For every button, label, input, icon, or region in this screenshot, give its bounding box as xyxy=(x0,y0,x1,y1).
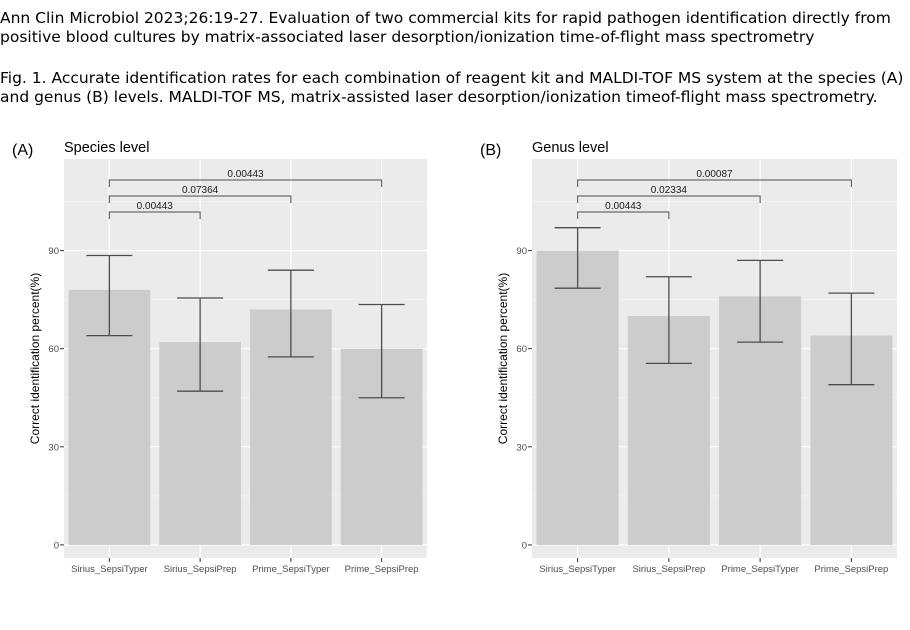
bracket-line xyxy=(108,179,383,187)
y-tick-label: 60 xyxy=(516,344,527,355)
significance-bracket xyxy=(108,211,201,219)
bracket-line xyxy=(108,211,201,219)
significance-bracket xyxy=(577,211,670,219)
y-tick-label: 0 xyxy=(54,540,59,551)
p-value-label: 0.00443 xyxy=(227,169,264,180)
figure-caption: Fig. 1. Accurate identification rates fo… xyxy=(0,69,904,106)
y-axis-label: Correct identification percent(%) xyxy=(496,273,510,444)
x-tick-label: Prime_SepsiTyper xyxy=(252,564,330,575)
error-bar xyxy=(645,276,692,365)
significance-bracket xyxy=(108,179,383,187)
error-bar xyxy=(358,303,405,399)
y-tick-label: 0 xyxy=(522,540,527,551)
x-tick-label: Prime_SepsiPrep xyxy=(345,564,419,575)
bar xyxy=(536,250,619,545)
error-bar xyxy=(86,254,133,337)
panel-title: Species level xyxy=(64,140,149,156)
error-bar xyxy=(554,227,601,289)
x-tick-label: Sirius_SepsiTyper xyxy=(71,564,148,575)
p-value-label: 0.07364 xyxy=(182,185,219,196)
source-citation: Ann Clin Microbiol 2023;26:19-27. Evalua… xyxy=(0,9,891,46)
panel-title: Genus level xyxy=(532,140,609,156)
x-tick-label: Sirius_SepsiPrep xyxy=(632,564,705,575)
p-value-label: 0.00443 xyxy=(605,201,642,212)
p-value-label: 0.02334 xyxy=(651,185,688,196)
error-bar xyxy=(267,269,314,358)
y-tick-label: 30 xyxy=(516,442,527,453)
error-bar xyxy=(737,259,784,343)
y-tick-label: 60 xyxy=(48,344,59,355)
y-axis-label: Correct identification percent(%) xyxy=(28,273,42,444)
y-tick-label: 90 xyxy=(48,246,59,257)
y-tick-label: 30 xyxy=(48,442,59,453)
bracket-line xyxy=(577,179,852,187)
chart-panel-2: (B) Genus level 0.00087 0.02334 0.00443 0 30 60… xyxy=(480,140,897,575)
x-tick-label: Sirius_SepsiPrep xyxy=(164,564,237,575)
x-tick-label: Prime_SepsiPrep xyxy=(814,564,888,575)
bracket-line xyxy=(108,195,292,203)
error-bar xyxy=(828,292,875,386)
bracket-line xyxy=(577,211,670,219)
panel-label: (A) xyxy=(12,142,33,159)
x-tick-label: Sirius_SepsiTyper xyxy=(539,564,616,575)
x-tick-label: Prime_SepsiTyper xyxy=(721,564,799,575)
significance-bracket xyxy=(108,195,292,203)
p-value-label: 0.00087 xyxy=(696,169,733,180)
bracket-line xyxy=(577,195,761,203)
panel-label: (B) xyxy=(480,142,501,159)
y-tick-label: 90 xyxy=(516,246,527,257)
chart-panel-1: (A) Species level 0.00443 0.07364 0.00443 0 30… xyxy=(12,140,427,575)
significance-bracket xyxy=(577,179,852,187)
error-bar xyxy=(177,297,224,392)
p-value-label: 0.00443 xyxy=(137,201,174,212)
significance-bracket xyxy=(577,195,761,203)
